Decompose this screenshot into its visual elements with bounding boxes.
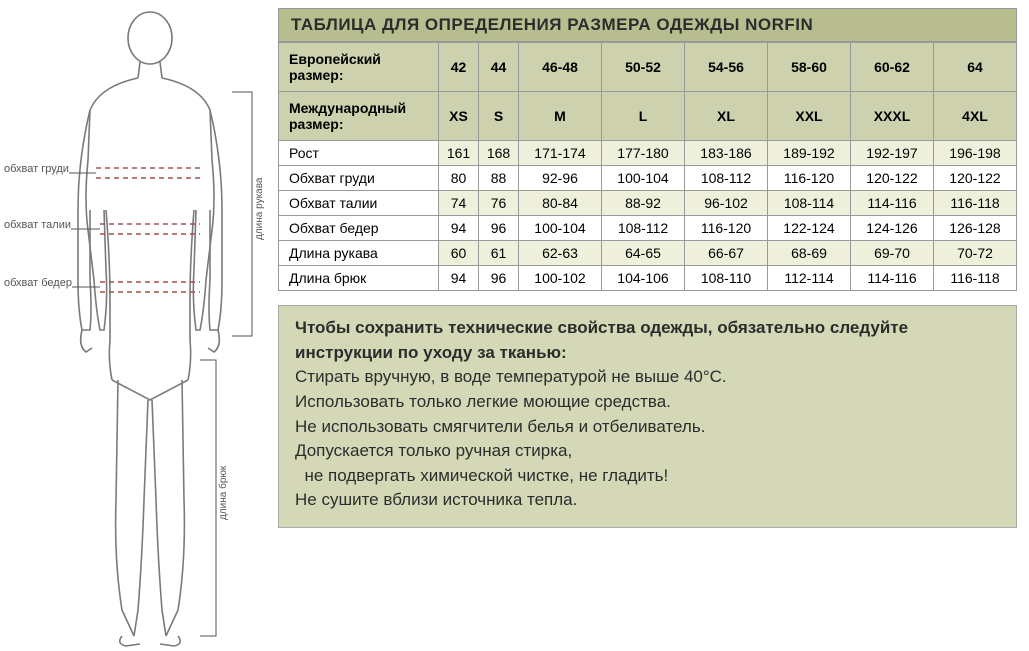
size-chart-container: длина рукава длина брюк обхват груди обх…	[0, 0, 1029, 651]
instruction-line: не подвергать химической чистке, не глад…	[295, 464, 1000, 489]
table-title: ТАБЛИЦА ДЛЯ ОПРЕДЕЛЕНИЯ РАЗМЕРА ОДЕЖДЫ N…	[278, 8, 1017, 42]
measurement-label: Длина брюк	[279, 266, 439, 291]
table-row: Обхват талии747680-8488-9296-102108-1141…	[279, 191, 1017, 216]
table-row: Рост161168171-174177-180183-186189-19219…	[279, 141, 1017, 166]
measurement-label: Обхват талии	[279, 191, 439, 216]
instruction-line: Не использовать смягчители белья и отбел…	[295, 415, 1000, 440]
eu-size-row: Европейский размер: 42 44 46-48 50-52 54…	[279, 43, 1017, 92]
measurement-label: Рост	[279, 141, 439, 166]
instruction-line: Допускается только ручная стирка,	[295, 439, 1000, 464]
table-row: Длина брюк9496100-102104-106108-110112-1…	[279, 266, 1017, 291]
chest-label: обхват груди	[4, 163, 69, 175]
table-row: Обхват груди808892-96100-104108-112116-1…	[279, 166, 1017, 191]
hips-label: обхват бедер	[4, 277, 72, 289]
instruction-line: Не сушите вблизи источника тепла.	[295, 488, 1000, 513]
measurement-label: Обхват бедер	[279, 216, 439, 241]
size-table: Европейский размер: 42 44 46-48 50-52 54…	[278, 42, 1017, 291]
measurement-label: Обхват груди	[279, 166, 439, 191]
table-row: Обхват бедер9496100-104108-112116-120122…	[279, 216, 1017, 241]
intl-size-label: Международный размер:	[279, 92, 439, 141]
intl-size-row: Международный размер: XS S M L XL XXL XX…	[279, 92, 1017, 141]
sleeve-length-label: длина рукава	[254, 177, 265, 240]
care-instructions: Чтобы сохранить технические свойства оде…	[278, 305, 1017, 528]
instruction-line: Стирать вручную, в воде температурой не …	[295, 365, 1000, 390]
measurement-label: Длина рукава	[279, 241, 439, 266]
table-row: Длина рукава606162-6364-6566-6768-6969-7…	[279, 241, 1017, 266]
body-figure-panel: длина рукава длина брюк обхват груди обх…	[0, 0, 278, 651]
instruction-line: Использовать только легкие моющие средст…	[295, 390, 1000, 415]
waist-label: обхват талии	[4, 219, 71, 231]
pants-length-label: длина брюк	[217, 465, 229, 520]
eu-size-label: Европейский размер:	[279, 43, 439, 92]
right-panel: ТАБЛИЦА ДЛЯ ОПРЕДЕЛЕНИЯ РАЗМЕРА ОДЕЖДЫ N…	[278, 0, 1029, 651]
instructions-lead: Чтобы сохранить технические свойства оде…	[295, 316, 1000, 365]
body-figure-svg: длина рукава длина брюк	[0, 0, 278, 651]
